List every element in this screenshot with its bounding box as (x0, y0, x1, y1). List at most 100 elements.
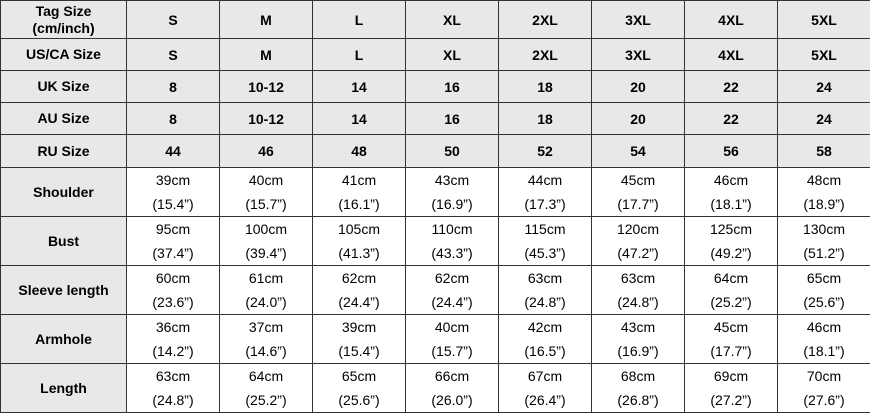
inch-value: (26.8”) (592, 388, 684, 412)
cm-value: 65cm (778, 266, 870, 290)
measurement-cell: 39cm(15.4”) (313, 315, 406, 364)
measurement-cell: 43cm(16.9”) (592, 315, 685, 364)
cm-value: 63cm (499, 266, 591, 290)
row-label: Tag Size (cm/inch) (1, 1, 127, 39)
size-cell: 2XL (499, 1, 592, 39)
size-cell: 44 (127, 135, 220, 168)
row-label: US/CA Size (1, 39, 127, 71)
size-cell: 22 (685, 103, 778, 135)
cm-value: 67cm (499, 364, 591, 388)
measurement-cell: 45cm(17.7”) (592, 168, 685, 217)
size-cell: 10-12 (220, 71, 313, 103)
size-cell: M (220, 39, 313, 71)
measurement-cell: 115cm(45.3”) (499, 217, 592, 266)
cm-value: 37cm (220, 315, 312, 339)
size-cell: 4XL (685, 39, 778, 71)
size-cell: 5XL (778, 1, 870, 39)
measurement-cell: 36cm(14.2”) (127, 315, 220, 364)
size-cell: 16 (406, 71, 499, 103)
inch-value: (16.9”) (592, 339, 684, 363)
cm-value: 66cm (406, 364, 498, 388)
size-cell: 24 (778, 71, 870, 103)
size-cell: 56 (685, 135, 778, 168)
size-cell: S (127, 1, 220, 39)
size-cell: 5XL (778, 39, 870, 71)
cm-value: 46cm (778, 315, 870, 339)
inch-value: (27.2”) (685, 388, 777, 412)
measurement-cell: 110cm(43.3”) (406, 217, 499, 266)
cm-value: 130cm (778, 217, 870, 241)
measurement-cell: 46cm(18.1”) (685, 168, 778, 217)
measurement-cell: 61cm(24.0”) (220, 266, 313, 315)
size-cell: 3XL (592, 39, 685, 71)
size-cell: 20 (592, 103, 685, 135)
cm-value: 65cm (313, 364, 405, 388)
size-cell: 46 (220, 135, 313, 168)
row-label: AU Size (1, 103, 127, 135)
size-cell: 48 (313, 135, 406, 168)
inch-value: (16.5”) (499, 339, 591, 363)
inch-value: (16.9”) (406, 192, 498, 216)
measurement-cell: 125cm(49.2”) (685, 217, 778, 266)
inch-value: (23.6”) (127, 290, 219, 314)
measurement-cell: 67cm(26.4”) (499, 364, 592, 413)
measurement-cell: 46cm(18.1”) (778, 315, 870, 364)
inch-value: (14.6”) (220, 339, 312, 363)
inch-value: (24.4”) (406, 290, 498, 314)
cm-value: 40cm (220, 168, 312, 192)
cm-value: 41cm (313, 168, 405, 192)
inch-value: (25.6”) (313, 388, 405, 412)
row-label: Length (1, 364, 127, 413)
inch-value: (17.7”) (592, 192, 684, 216)
measurement-cell: 65cm(25.6”) (313, 364, 406, 413)
cm-value: 44cm (499, 168, 591, 192)
cm-value: 68cm (592, 364, 684, 388)
measurement-cell: 62cm(24.4”) (406, 266, 499, 315)
inch-value: (15.4”) (313, 339, 405, 363)
measurement-cell: 100cm(39.4”) (220, 217, 313, 266)
inch-value: (47.2”) (592, 241, 684, 265)
cm-value: 61cm (220, 266, 312, 290)
inch-value: (16.1”) (313, 192, 405, 216)
cm-value: 39cm (127, 168, 219, 192)
measurement-cell: 63cm(24.8”) (499, 266, 592, 315)
cm-value: 43cm (406, 168, 498, 192)
row-label: UK Size (1, 71, 127, 103)
size-cell: 10-12 (220, 103, 313, 135)
inch-value: (41.3”) (313, 241, 405, 265)
measurement-cell: 68cm(26.8”) (592, 364, 685, 413)
measurement-cell: 70cm(27.6”) (778, 364, 870, 413)
size-cell: 18 (499, 103, 592, 135)
inch-value: (24.8”) (499, 290, 591, 314)
cm-value: 60cm (127, 266, 219, 290)
measurement-cell: 63cm(24.8”) (592, 266, 685, 315)
cm-value: 105cm (313, 217, 405, 241)
size-cell: 18 (499, 71, 592, 103)
size-cell: 14 (313, 103, 406, 135)
inch-value: (51.2”) (778, 241, 870, 265)
size-cell: 54 (592, 135, 685, 168)
row-label: Armhole (1, 315, 127, 364)
measurement-cell: 64cm(25.2”) (220, 364, 313, 413)
inch-value: (15.7”) (220, 192, 312, 216)
cm-value: 40cm (406, 315, 498, 339)
cm-value: 100cm (220, 217, 312, 241)
measurement-cell: 62cm(24.4”) (313, 266, 406, 315)
inch-value: (39.4”) (220, 241, 312, 265)
size-cell: 4XL (685, 1, 778, 39)
size-cell: XL (406, 1, 499, 39)
measurement-cell: 40cm(15.7”) (220, 168, 313, 217)
cm-value: 63cm (592, 266, 684, 290)
row-label: Bust (1, 217, 127, 266)
inch-value: (25.2”) (220, 388, 312, 412)
